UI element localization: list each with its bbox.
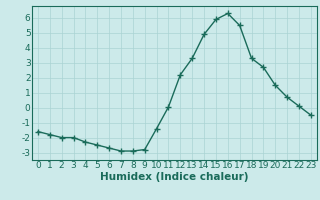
X-axis label: Humidex (Indice chaleur): Humidex (Indice chaleur) [100, 172, 249, 182]
